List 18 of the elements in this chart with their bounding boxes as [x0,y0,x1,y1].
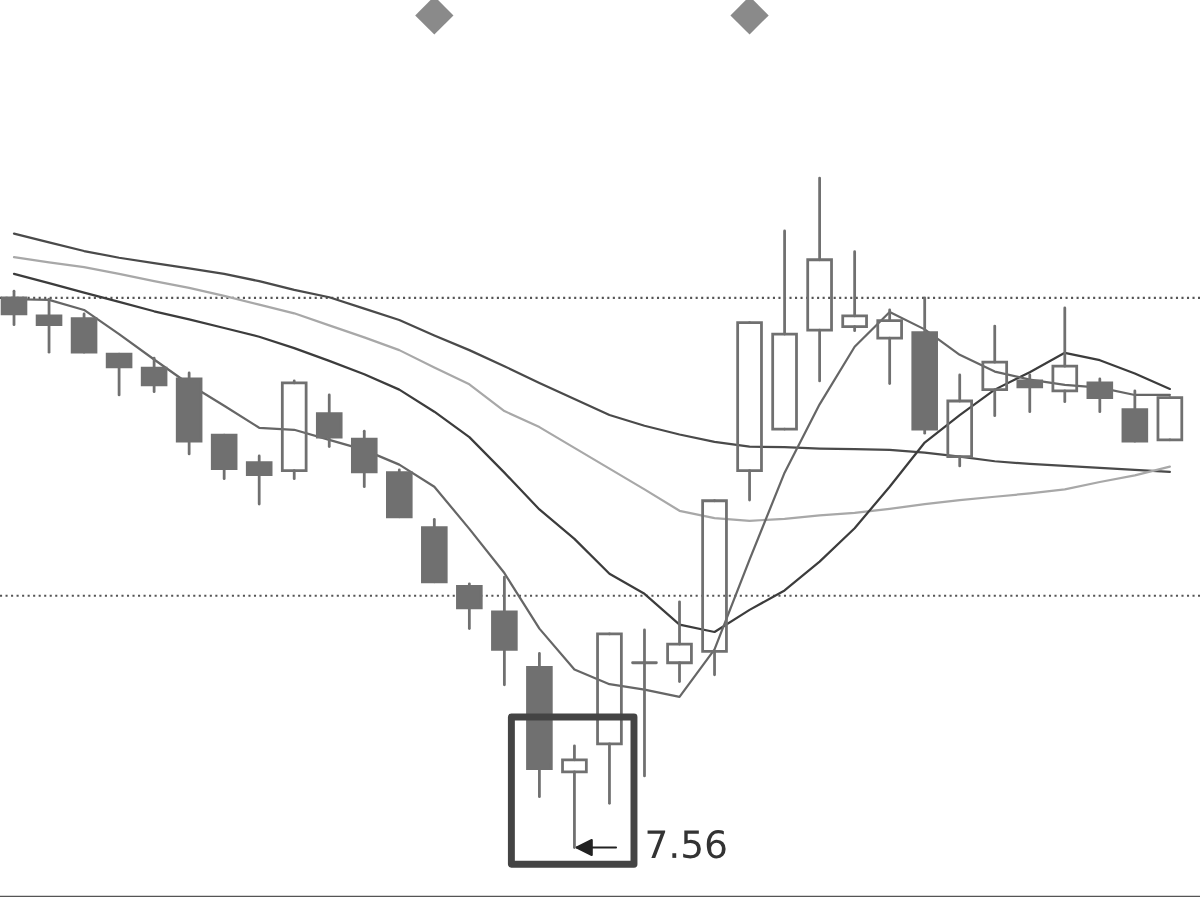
candlestick [140,356,168,394]
candlestick [806,176,833,383]
candlestick [876,308,903,385]
candlestick [841,250,868,333]
candlestick [526,652,553,799]
candlestick [491,575,518,687]
candlestick [561,744,588,849]
candlestick [666,600,693,683]
annotation: 7.56 [647,830,726,859]
candlestick [175,371,203,456]
candlestick [1016,373,1044,414]
candlestick [1051,306,1079,404]
candlestick [315,393,343,448]
candlestick [456,582,483,631]
candlestick [946,373,974,468]
candlestick [981,324,1009,418]
candlestick [350,429,378,489]
candlestick [1086,377,1114,414]
